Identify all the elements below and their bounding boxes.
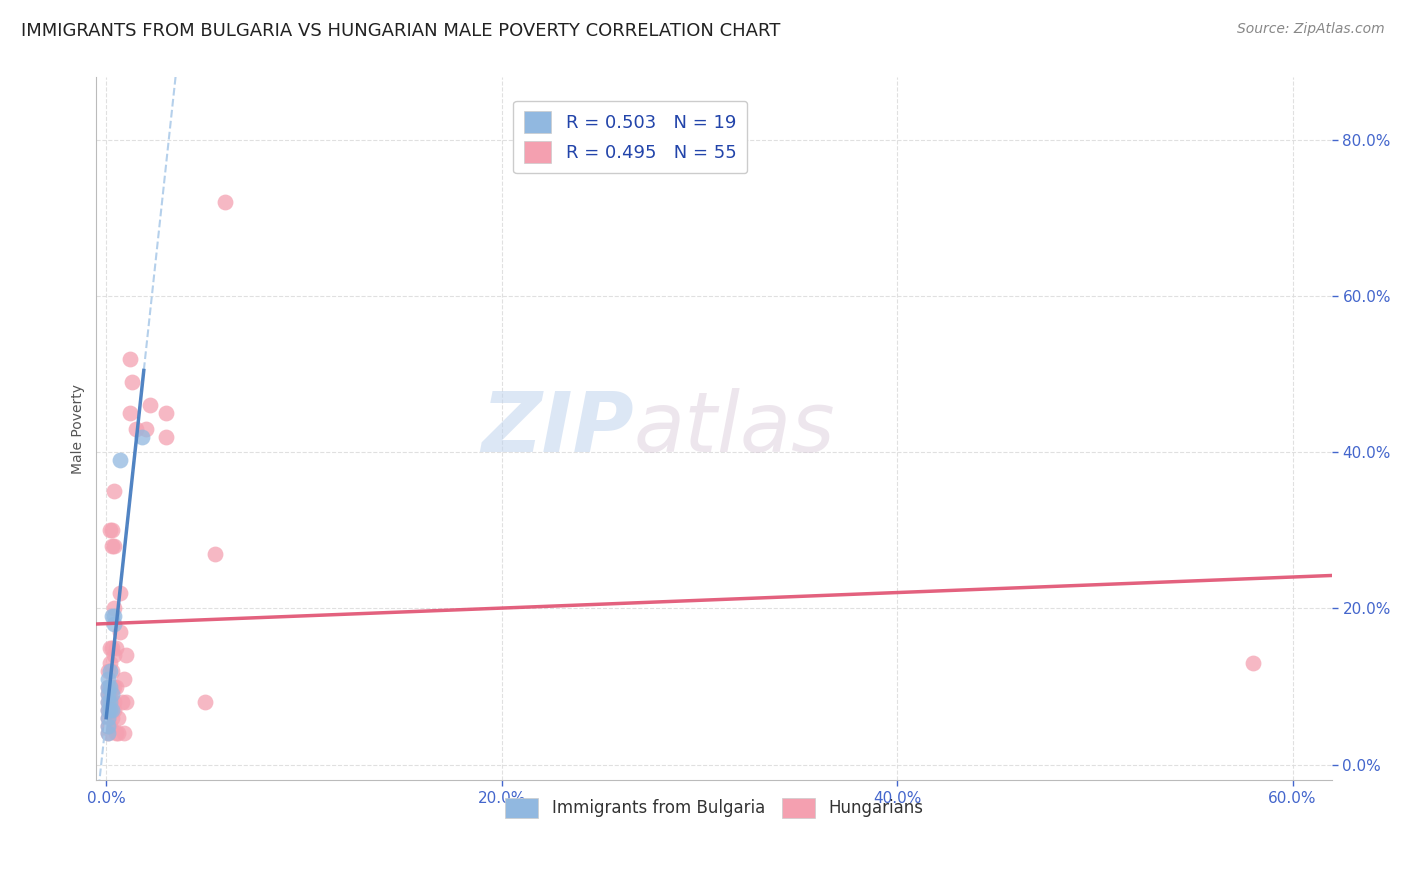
Point — [121, 375, 143, 389]
Point — [101, 711, 124, 725]
Point — [111, 695, 134, 709]
Point — [118, 406, 141, 420]
Point — [101, 609, 124, 624]
Point — [98, 640, 121, 655]
Point — [105, 640, 128, 655]
Text: Source: ZipAtlas.com: Source: ZipAtlas.com — [1237, 22, 1385, 37]
Point — [108, 586, 131, 600]
Y-axis label: Male Poverty: Male Poverty — [72, 384, 86, 474]
Point — [101, 703, 124, 717]
Point — [98, 695, 121, 709]
Point — [97, 672, 120, 686]
Point — [101, 539, 124, 553]
Point — [155, 406, 177, 420]
Point — [98, 703, 121, 717]
Point — [97, 664, 120, 678]
Point — [97, 726, 120, 740]
Point — [115, 648, 138, 663]
Point — [108, 453, 131, 467]
Point — [103, 539, 125, 553]
Point — [97, 711, 120, 725]
Point — [1241, 656, 1264, 670]
Point — [98, 718, 121, 732]
Point — [103, 484, 125, 499]
Point — [97, 718, 120, 732]
Point — [101, 687, 124, 701]
Point — [103, 703, 125, 717]
Point — [97, 703, 120, 717]
Point — [98, 680, 121, 694]
Point — [97, 703, 120, 717]
Point — [97, 687, 120, 701]
Point — [97, 680, 120, 694]
Point — [101, 703, 124, 717]
Point — [194, 695, 217, 709]
Point — [103, 601, 125, 615]
Point — [108, 624, 131, 639]
Point — [105, 726, 128, 740]
Point — [103, 609, 125, 624]
Point — [101, 680, 124, 694]
Point — [105, 680, 128, 694]
Legend: Immigrants from Bulgaria, Hungarians: Immigrants from Bulgaria, Hungarians — [498, 791, 929, 825]
Point — [97, 687, 120, 701]
Text: atlas: atlas — [634, 388, 835, 469]
Point — [138, 399, 160, 413]
Text: IMMIGRANTS FROM BULGARIA VS HUNGARIAN MALE POVERTY CORRELATION CHART: IMMIGRANTS FROM BULGARIA VS HUNGARIAN MA… — [21, 22, 780, 40]
Point — [131, 430, 153, 444]
Point — [155, 430, 177, 444]
Point — [98, 664, 121, 678]
Point — [98, 656, 121, 670]
Point — [98, 703, 121, 717]
Point — [204, 547, 226, 561]
Point — [115, 695, 138, 709]
Point — [103, 680, 125, 694]
Point — [98, 524, 121, 538]
Point — [97, 718, 120, 732]
Point — [107, 711, 129, 725]
Point — [101, 524, 124, 538]
Point — [112, 672, 135, 686]
Point — [97, 711, 120, 725]
Point — [97, 695, 120, 709]
Point — [98, 680, 121, 694]
Point — [98, 695, 121, 709]
Point — [101, 664, 124, 678]
Point — [103, 648, 125, 663]
Point — [101, 640, 124, 655]
Point — [214, 195, 236, 210]
Point — [125, 422, 148, 436]
Point — [103, 695, 125, 709]
Point — [103, 617, 125, 632]
Point — [98, 687, 121, 701]
Point — [107, 726, 129, 740]
Point — [112, 726, 135, 740]
Point — [97, 695, 120, 709]
Point — [118, 351, 141, 366]
Point — [101, 695, 124, 709]
Text: ZIP: ZIP — [481, 388, 634, 469]
Point — [97, 680, 120, 694]
Point — [97, 726, 120, 740]
Point — [135, 422, 157, 436]
